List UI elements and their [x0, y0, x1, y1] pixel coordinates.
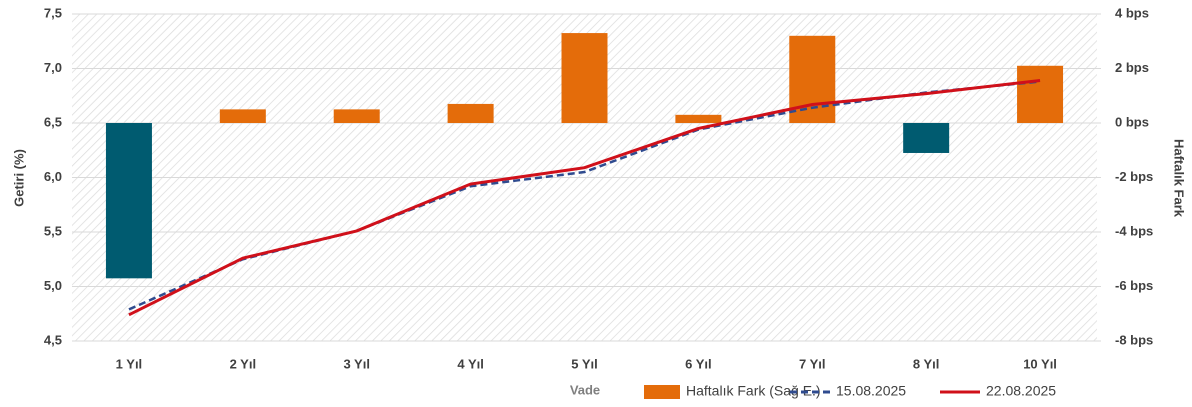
- x-tick-label: 1 Yıl: [116, 356, 143, 371]
- y2-axis-title: Haftalık Fark: [1172, 139, 1187, 218]
- legend-swatch: [644, 385, 680, 399]
- y-tick-label: 5,5: [44, 223, 62, 238]
- bar: [789, 35, 836, 123]
- bar: [105, 123, 152, 279]
- bar: [447, 103, 494, 123]
- y2-tick-label: -8 bps: [1115, 332, 1153, 347]
- y-tick-label: 6,5: [44, 114, 62, 129]
- bar: [1017, 65, 1064, 123]
- y2-tick-label: 4 bps: [1115, 5, 1149, 20]
- bar: [675, 114, 722, 123]
- x-tick-label: 7 Yıl: [799, 356, 826, 371]
- y-tick-label: 7,0: [44, 60, 62, 75]
- legend-label: 22.08.2025: [986, 383, 1056, 399]
- y-tick-label: 5,0: [44, 278, 62, 293]
- x-tick-label: 10 Yıl: [1023, 356, 1057, 371]
- y2-tick-label: -6 bps: [1115, 278, 1153, 293]
- x-tick-label: 8 Yıl: [913, 356, 940, 371]
- y-axis-title: Getiri (%): [11, 149, 26, 207]
- y2-tick-label: 0 bps: [1115, 114, 1149, 129]
- x-tick-label: 3 Yıl: [343, 356, 370, 371]
- y-tick-label: 7,5: [44, 5, 62, 20]
- x-tick-label: 5 Yıl: [571, 356, 598, 371]
- line: [128, 78, 1041, 317]
- bar: [219, 109, 266, 123]
- y-tick-label: 6,0: [44, 169, 62, 184]
- bar: [561, 33, 608, 124]
- bar: [903, 123, 950, 153]
- y-tick-label: 4,5: [44, 332, 62, 347]
- y2-tick-label: -4 bps: [1115, 223, 1153, 238]
- x-tick-label: 2 Yıl: [230, 356, 257, 371]
- x-tick-label: 4 Yıl: [457, 356, 484, 371]
- bar: [333, 109, 380, 123]
- y2-tick-label: 2 bps: [1115, 60, 1149, 75]
- legend-label: Haftalık Fark (Sağ E.): [686, 383, 821, 399]
- x-axis-title: Vade: [570, 382, 600, 397]
- legend-label: 15.08.2025: [836, 383, 906, 399]
- x-tick-label: 6 Yıl: [685, 356, 712, 371]
- y2-tick-label: -2 bps: [1115, 169, 1153, 184]
